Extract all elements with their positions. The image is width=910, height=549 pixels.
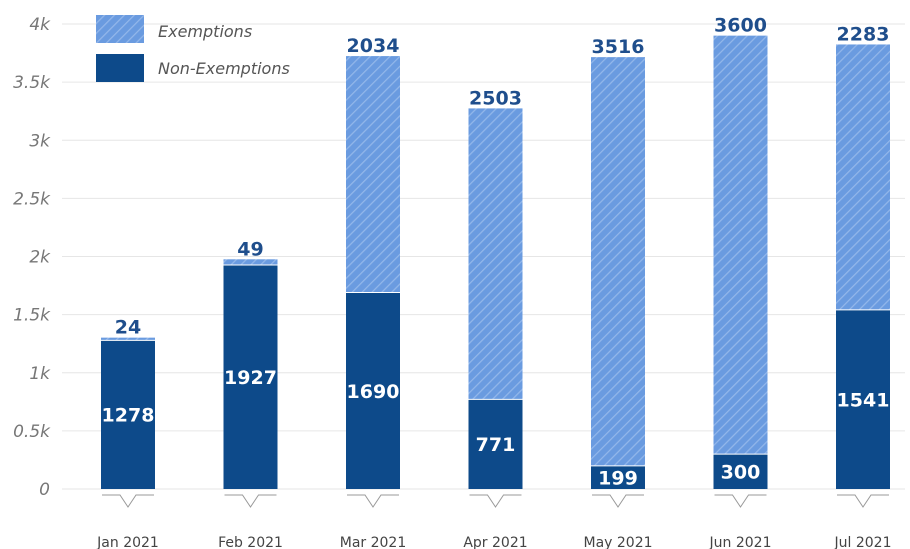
x-tick-label: Mar 2021 (340, 535, 407, 549)
legend-label-exemptions: Exemptions (158, 22, 252, 41)
y-axis: 0 0.5k 1k 1.5k 2k 2.5k 3k 3.5k 4k (13, 15, 51, 500)
y-tick-label: 0 (39, 480, 50, 500)
bar-exemptions (346, 56, 400, 293)
bar-non-exemptions (223, 264, 278, 489)
label-exemptions: 2034 (347, 35, 400, 57)
y-tick-label: 3k (29, 131, 51, 151)
legend-swatch-non-exemptions (96, 54, 144, 82)
label-non-exemptions: 199 (598, 467, 638, 489)
label-non-exemptions: 1927 (224, 367, 277, 389)
x-tick-marker (102, 494, 154, 508)
x-tick-marker (224, 494, 277, 508)
y-tick-label: 1.5k (13, 306, 51, 326)
y-tick-label: 0.5k (13, 422, 51, 442)
bar-non-exemptions (591, 465, 645, 489)
y-tick-label: 1k (29, 364, 51, 384)
label-non-exemptions: 1278 (102, 405, 155, 427)
x-tick-label: Jun 2021 (709, 535, 772, 549)
bar-non-exemptions (713, 454, 768, 489)
y-tick-label: 4k (29, 15, 51, 35)
y-tick-label: 3.5k (13, 73, 51, 93)
bar-non-exemptions (836, 309, 890, 489)
label-non-exemptions: 771 (476, 434, 516, 456)
bar-exemptions (468, 108, 523, 400)
x-tick-marker (714, 494, 767, 508)
legend: Exemptions Non-Exemptions (96, 15, 290, 82)
bar-exemptions (101, 337, 155, 341)
y-tick-label: 2.5k (13, 189, 51, 209)
bar-exemptions (223, 259, 278, 265)
bar-non-exemptions (101, 340, 155, 489)
label-non-exemptions: 1690 (347, 381, 400, 403)
label-exemptions: 2283 (837, 23, 890, 45)
bar-exemptions (713, 35, 768, 455)
bar-non-exemptions (468, 399, 523, 489)
x-tick-marker (469, 494, 522, 508)
x-tick-label: Jan 2021 (96, 535, 159, 549)
legend-swatch-exemptions (96, 15, 144, 43)
label-exemptions: 49 (237, 238, 263, 260)
bar-exemptions (836, 44, 890, 310)
label-non-exemptions: 1541 (837, 389, 890, 411)
x-tick-marker (592, 494, 644, 508)
x-tick-label: Apr 2021 (463, 535, 527, 549)
bar-exemptions (591, 57, 645, 466)
x-tick-label: May 2021 (583, 535, 652, 549)
x-axis: Jan 2021 Feb 2021 Mar 2021 Apr 2021 May 2021… (96, 494, 892, 549)
y-tick-label: 2k (29, 248, 51, 268)
label-exemptions: 24 (115, 317, 141, 339)
x-tick-marker (347, 494, 399, 508)
x-tick-label: Jul 2021 (834, 535, 892, 549)
bars: 24 1278 49 1927 2034 1690 2503 771 3516 199 3600 30… (101, 15, 890, 489)
legend-label-non-exemptions: Non-Exemptions (158, 59, 290, 78)
label-exemptions: 3516 (592, 36, 645, 58)
label-exemptions: 3600 (714, 15, 767, 37)
bar-non-exemptions (346, 292, 400, 489)
x-tick-label: Feb 2021 (218, 535, 283, 549)
label-non-exemptions: 300 (721, 462, 761, 484)
x-tick-marker (837, 494, 889, 508)
label-exemptions: 2503 (469, 87, 522, 109)
